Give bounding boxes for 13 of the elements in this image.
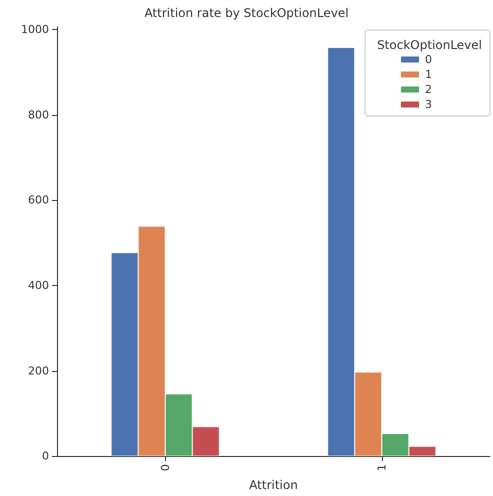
legend-label: 2 [425, 83, 432, 96]
legend-title: StockOptionLevel [377, 38, 482, 52]
x-axis-title: Attrition [249, 478, 298, 492]
y-tick-label: 200 [28, 364, 49, 378]
y-tick-label: 600 [28, 194, 49, 207]
y-tick-label: 0 [42, 450, 49, 463]
y-tick-label: 1000 [21, 23, 49, 36]
legend-label: 3 [425, 98, 432, 111]
legend-label: 0 [425, 53, 432, 66]
chart-title: Attrition rate by StockOptionLevel [144, 6, 349, 20]
y-tick-label: 400 [28, 278, 49, 292]
legend-label: 1 [425, 68, 432, 81]
y-tick-label: 800 [28, 108, 49, 122]
